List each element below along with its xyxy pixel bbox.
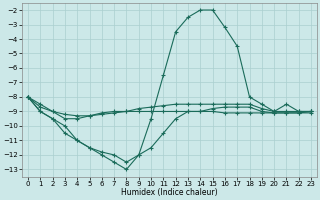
X-axis label: Humidex (Indice chaleur): Humidex (Indice chaleur) <box>121 188 218 197</box>
